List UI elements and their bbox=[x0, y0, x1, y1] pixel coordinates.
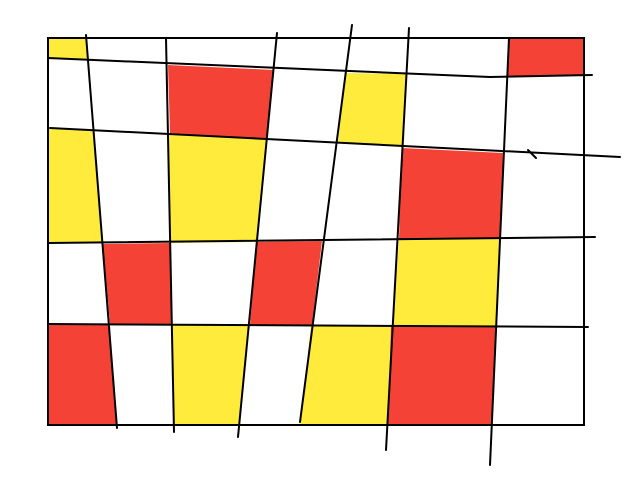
horizontal-line bbox=[47, 57, 593, 79]
red-cell bbox=[399, 148, 503, 239]
yellow-cell bbox=[300, 325, 391, 425]
vertical-line bbox=[299, 24, 353, 423]
yellow-cell bbox=[168, 134, 267, 243]
red-cell bbox=[168, 65, 274, 139]
yellow-cell bbox=[393, 238, 500, 326]
yellow-cell bbox=[172, 325, 248, 425]
red-cell bbox=[250, 241, 322, 325]
vertical-line bbox=[237, 32, 278, 438]
frame bbox=[47, 37, 585, 426]
vertical-line bbox=[85, 34, 118, 429]
yellow-cell bbox=[48, 38, 87, 59]
horizontal-line bbox=[49, 127, 621, 158]
horizontal-line bbox=[47, 323, 589, 328]
vertical-line bbox=[489, 37, 510, 466]
stray-tick bbox=[527, 149, 537, 159]
yellow-cell bbox=[338, 73, 406, 146]
red-cell bbox=[388, 326, 496, 425]
horizontal-line bbox=[47, 236, 596, 244]
red-cell bbox=[48, 324, 117, 425]
vertical-line bbox=[385, 27, 410, 451]
red-cell bbox=[507, 38, 584, 77]
colored-cells bbox=[48, 38, 584, 425]
grid-lines bbox=[47, 24, 621, 466]
vertical-line bbox=[165, 37, 175, 433]
red-cell bbox=[103, 243, 171, 324]
yellow-cell bbox=[48, 128, 103, 243]
